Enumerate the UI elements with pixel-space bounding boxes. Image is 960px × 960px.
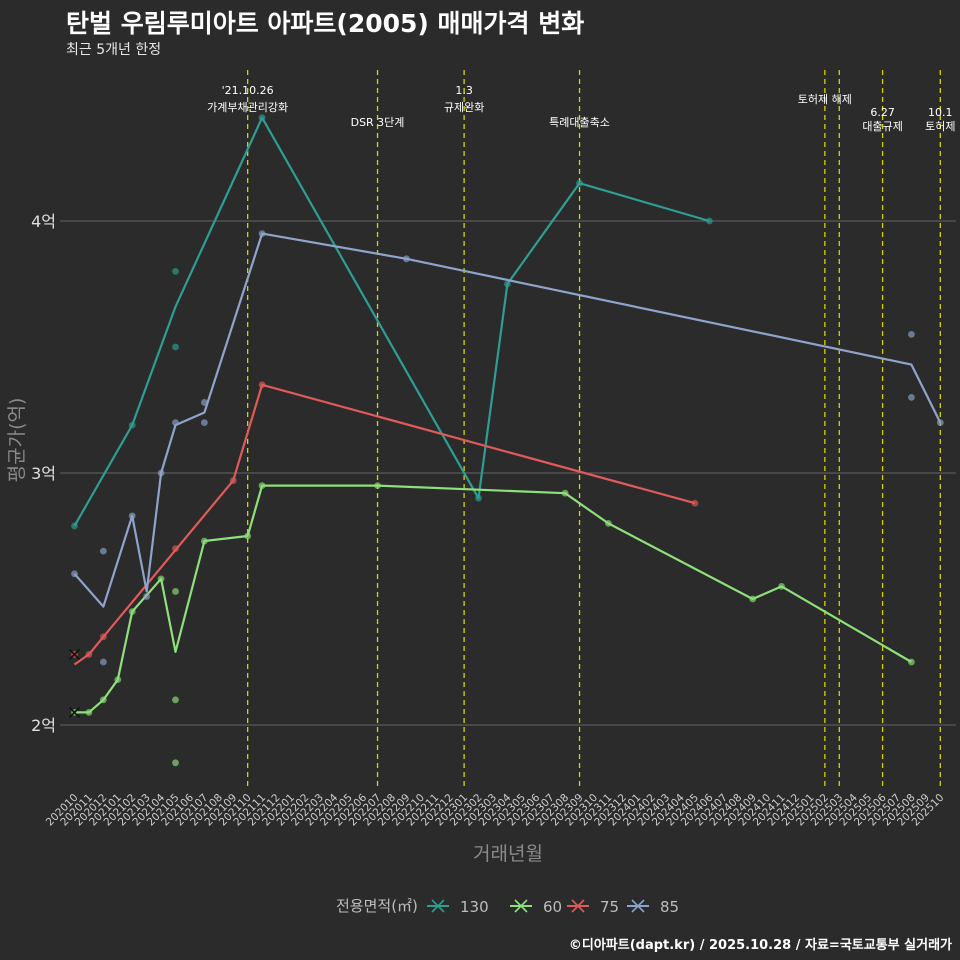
data-point-60 (172, 759, 179, 767)
data-point-130 (128, 421, 136, 429)
legend-swatch-cross (571, 899, 585, 913)
start-marker-60 (68, 706, 81, 718)
legend-label: 130 (460, 898, 489, 916)
legend-swatch-cross (631, 899, 645, 913)
series-line-130 (73, 116, 710, 527)
start-marker-stroke (68, 706, 81, 718)
data-point-60 (258, 482, 266, 489)
data-point-60 (749, 595, 757, 603)
start-marker-stroke (68, 648, 81, 661)
data-point-60 (561, 489, 569, 497)
data-point-75 (229, 477, 237, 484)
data-point-60 (244, 532, 252, 540)
data-point-85 (143, 593, 151, 600)
data-point-60 (128, 608, 136, 615)
data-point-130 (475, 494, 482, 502)
data-point-60 (172, 588, 179, 595)
data-point-130 (71, 522, 78, 530)
data-point-85 (71, 570, 78, 578)
data-point-85 (402, 255, 410, 263)
source-caption: ©디아파트(dapt.kr) / 2025.10.28 / 자료=국토교통부 실… (568, 938, 952, 953)
data-point-60 (778, 583, 785, 590)
legend-layer: 전용면적(㎡) 130 60 75 85 (336, 897, 679, 916)
data-point-60 (200, 537, 208, 545)
event-label: '21.10.26 (222, 84, 274, 97)
event-label: 대출규제 (862, 120, 902, 133)
data-point-85 (99, 547, 107, 555)
data-point-75 (85, 651, 93, 658)
data-point-85 (936, 419, 944, 426)
data-point-60 (114, 676, 122, 684)
event-label: 6.27 (870, 106, 895, 119)
data-point-130 (258, 114, 266, 122)
data-point-75 (691, 499, 699, 507)
event-label: 10.1 (928, 106, 953, 119)
event-label: 특례대출축소 (549, 116, 610, 129)
event-label: 1.3 (455, 84, 473, 97)
chart-subtitle: 최근 5개년 한정 (66, 42, 162, 58)
data-point-85 (258, 230, 266, 238)
y-tick-label: 4억 (31, 212, 56, 231)
data-point-75 (258, 381, 266, 389)
data-point-85 (157, 469, 165, 477)
data-point-60 (374, 482, 381, 489)
data-point-75 (99, 633, 107, 641)
event-label: 토허제 해제 (798, 92, 852, 106)
legend-item-85: 85 (627, 898, 679, 916)
data-point-60 (99, 696, 107, 704)
data-point-130 (172, 343, 179, 351)
data-point-60 (85, 709, 93, 716)
legend-item-60: 60 (510, 898, 562, 916)
data-point-130 (576, 179, 583, 187)
data-point-85 (200, 419, 208, 426)
event-label: 토허제 (925, 120, 955, 133)
legend-swatch-cross (431, 899, 445, 913)
data-point-130 (504, 280, 511, 288)
legend-label: 85 (660, 898, 679, 916)
data-point-60 (157, 575, 165, 583)
series-layer (68, 114, 944, 767)
legend-label: 75 (600, 898, 619, 916)
event-label: DSR 3단계 (351, 116, 405, 129)
data-point-85 (908, 331, 915, 338)
data-point-85 (128, 512, 136, 520)
series-line-60 (74, 484, 912, 714)
data-point-60 (908, 658, 915, 666)
x-axis-title: 거래년월 (473, 843, 543, 865)
data-point-85 (200, 399, 208, 406)
series-line-75 (73, 383, 696, 666)
data-point-130 (172, 268, 179, 275)
chart-title: 탄벌 우림루미아트 아파트(2005) 매매가격 변화 (66, 9, 585, 38)
data-point-85 (908, 394, 915, 401)
legend-swatch-cross (514, 899, 528, 913)
event-label: 규제완화 (444, 101, 484, 114)
axis-layer: 2억3억4억2020102020112020122021012021022021… (6, 212, 946, 865)
grid-layer (60, 220, 956, 726)
legend-item-75: 75 (567, 898, 619, 916)
data-point-85 (99, 658, 107, 666)
y-tick-label: 3억 (31, 464, 56, 483)
legend-item-130: 130 (427, 898, 489, 916)
data-point-60 (172, 696, 179, 704)
legend-label: 60 (543, 898, 562, 916)
data-point-130 (706, 217, 713, 225)
y-tick-label: 2억 (31, 716, 56, 735)
data-point-60 (605, 520, 612, 527)
data-point-75 (172, 545, 179, 552)
event-label: 가계부채관리강화 (207, 101, 288, 114)
legend-title: 전용면적(㎡) (336, 897, 418, 915)
start-marker-75 (68, 648, 81, 661)
data-point-85 (172, 419, 179, 426)
y-axis-title: 평균가(억) (6, 398, 28, 483)
